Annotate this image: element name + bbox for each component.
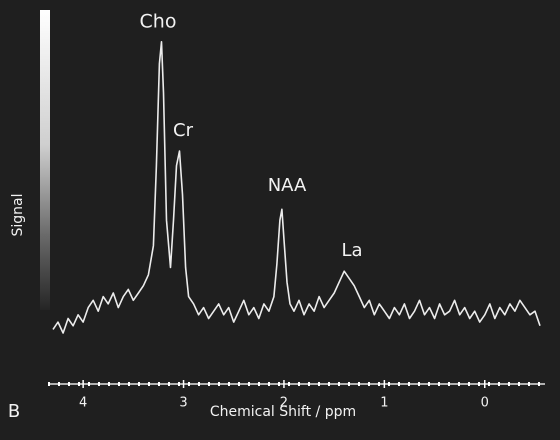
peak-label: NAA	[268, 175, 307, 196]
peak-label: Cho	[140, 11, 177, 33]
panel-label: B	[8, 401, 20, 422]
intensity-scale-bar	[40, 10, 50, 310]
x-tick-label: 1	[380, 396, 388, 411]
spectrum-line	[52, 41, 541, 334]
peak-label: Cr	[173, 120, 194, 141]
x-axis-label: Chemical Shift / ppm	[210, 404, 356, 420]
x-tick-label: 3	[179, 396, 187, 411]
x-tick-label: 0	[481, 396, 489, 411]
y-axis-label: Signal	[10, 193, 26, 236]
x-tick-label: 4	[79, 396, 87, 411]
x-tick-label: 2	[280, 396, 288, 411]
peak-label: La	[341, 240, 362, 261]
